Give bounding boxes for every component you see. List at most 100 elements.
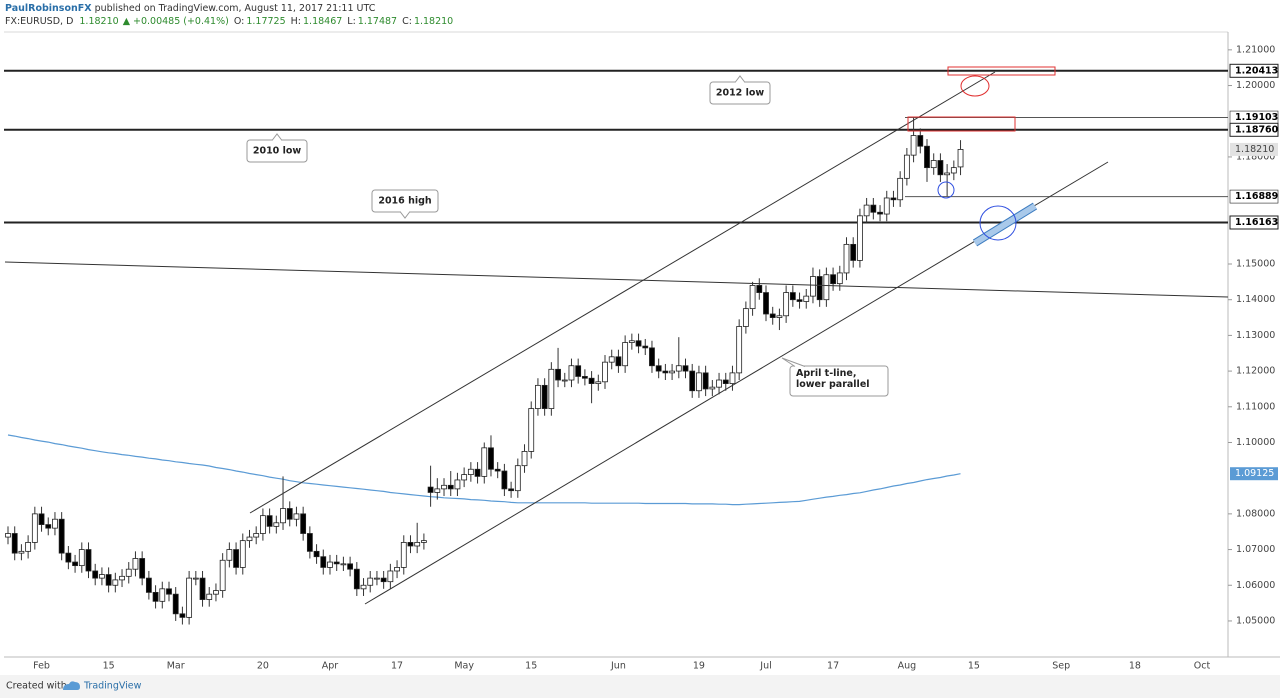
- x-tick-label: 20: [257, 661, 269, 672]
- candle-body: [72, 561, 78, 567]
- candle-body: [702, 372, 709, 390]
- plot: 1.21000 1.20000 1.18000 1.15000 1.14000 1.130…: [4, 44, 1275, 672]
- candle-body: [675, 365, 682, 372]
- candle-body: [25, 542, 32, 552]
- footer-text: Created with: [6, 681, 67, 692]
- candle-body: [783, 292, 790, 317]
- candle-body: [917, 135, 924, 147]
- quote-label: L:: [347, 16, 356, 27]
- candle-body: [669, 370, 675, 374]
- candle-body: [816, 276, 823, 301]
- footer: [0, 675, 1280, 698]
- candle-body: [45, 524, 52, 529]
- candle-body: [749, 285, 756, 310]
- candle-body: [105, 574, 112, 586]
- candle-body: [796, 299, 803, 302]
- candle-body: [166, 588, 172, 595]
- candle-body: [501, 470, 508, 490]
- candle-body: [253, 533, 260, 538]
- candle-body: [481, 447, 488, 477]
- candle-body: [99, 574, 105, 579]
- x-tick-label: 19: [693, 661, 705, 672]
- candle-body: [31, 513, 38, 543]
- x-tick-label: 15: [968, 661, 980, 672]
- candle-body: [112, 579, 119, 586]
- candle-body: [340, 563, 347, 566]
- x-tick-label: Feb: [33, 661, 50, 672]
- candle-body: [763, 292, 769, 315]
- callout-pointer: [399, 211, 411, 219]
- quote-label: H:: [291, 16, 301, 27]
- x-tick-label: 15: [525, 661, 537, 672]
- candle-body: [937, 160, 944, 176]
- candle-body: [172, 593, 179, 615]
- candle-body: [246, 536, 253, 542]
- candle-body: [494, 468, 501, 472]
- candle-body: [474, 468, 481, 477]
- author: PaulRobinsonFX: [5, 3, 92, 14]
- x-tick-label: Oct: [1194, 661, 1211, 672]
- callout-pointer: [271, 133, 283, 141]
- candle-body: [380, 577, 387, 583]
- x-tick-label: 15: [103, 661, 115, 672]
- candle-body: [400, 542, 407, 568]
- y-tick-label: 1.11000: [1236, 401, 1275, 412]
- candle-body: [306, 533, 313, 552]
- last-price-label: 1.18210: [1235, 144, 1274, 155]
- candle-body: [420, 540, 427, 543]
- candle-body: [541, 384, 548, 409]
- candle-body: [957, 149, 964, 168]
- candle-body: [769, 313, 776, 318]
- highlight-ellipse: [979, 205, 1017, 241]
- candle-body: [823, 274, 830, 301]
- candle-body: [581, 376, 588, 379]
- candle-body: [273, 522, 280, 527]
- y-tick-label: 1.08000: [1236, 508, 1275, 519]
- candle-body: [756, 285, 763, 293]
- candle-body: [233, 549, 239, 568]
- candle-body: [521, 451, 528, 467]
- candle-body: [924, 145, 930, 169]
- candle-body: [414, 542, 421, 547]
- candle-body: [863, 204, 870, 217]
- candle-body: [199, 577, 206, 600]
- callout-pointer: [781, 357, 806, 367]
- moving-average: [7, 434, 961, 506]
- candle-body: [548, 368, 555, 409]
- candle-body: [145, 577, 152, 593]
- ma-tag: [1230, 467, 1278, 481]
- candle-body: [92, 570, 99, 579]
- candle-body: [642, 345, 649, 349]
- x-tick-label: 17: [391, 661, 403, 672]
- price: 1.18210: [79, 16, 118, 27]
- y-tick-label: 1.15000: [1236, 259, 1275, 270]
- candle-body: [219, 559, 226, 592]
- candle-body: [535, 384, 541, 409]
- candle-body: [125, 568, 132, 577]
- level-tag-label: 1.20413: [1235, 65, 1278, 76]
- level-tag: [1229, 189, 1279, 204]
- candle-body: [367, 577, 374, 586]
- candle-body: [239, 540, 246, 568]
- candle-body: [595, 381, 602, 384]
- candle-body: [139, 558, 146, 579]
- candle-body: [722, 379, 729, 384]
- candle-body: [58, 518, 65, 554]
- quote-value: 1.17487: [358, 16, 397, 27]
- candle-body: [159, 588, 166, 602]
- candle-body: [608, 356, 615, 363]
- candle-body: [555, 368, 561, 381]
- ma-tag-label: 1.09125: [1235, 468, 1274, 479]
- y-tick-label: 1.10000: [1236, 437, 1275, 448]
- candle-body: [78, 549, 85, 567]
- candle-body: [843, 243, 850, 274]
- quote-line: FX:EURUSD, D 1.18210 ▲ +0.00485 (+0.41%) O: 1…: [5, 16, 453, 27]
- candle-body: [313, 550, 320, 558]
- published: published on TradingView.com, August 11,…: [95, 3, 376, 14]
- quote-value: 1.18467: [303, 16, 342, 27]
- candle-body: [320, 556, 327, 568]
- x-tick-label: May: [454, 661, 474, 672]
- symbol: FX:EURUSD, D: [5, 16, 73, 27]
- last-price-tag: [1230, 142, 1278, 156]
